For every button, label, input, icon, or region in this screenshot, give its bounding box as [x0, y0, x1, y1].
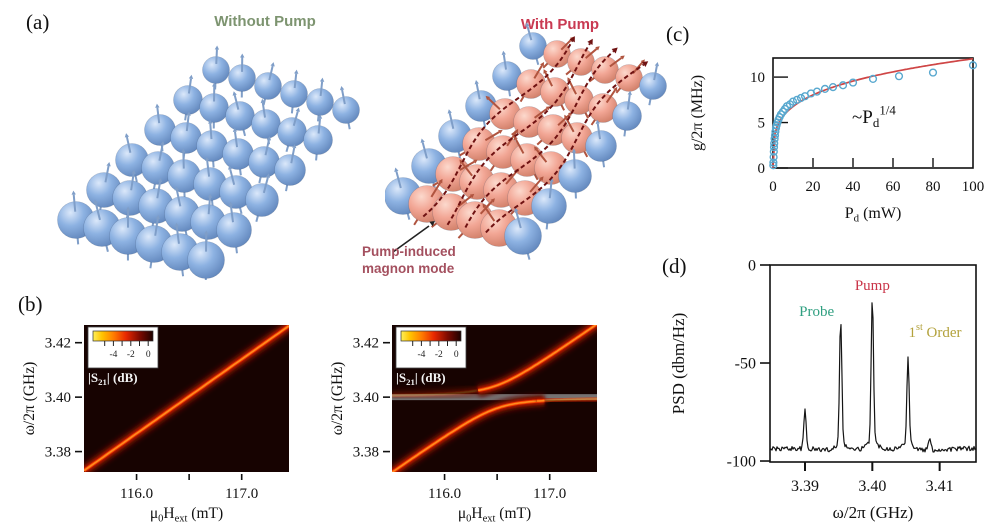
panel-b-label: (b): [18, 292, 43, 316]
svg-text:3.40: 3.40: [45, 390, 71, 406]
svg-text:0: 0: [146, 350, 151, 360]
svg-text:-100: -100: [727, 454, 756, 471]
svg-text:60: 60: [886, 179, 901, 195]
panel-d-label: (d): [662, 254, 687, 278]
psd-spectrum-chart: 3.39 3.40 3.41 0 -50 -100 Probe Pump 1st Order ω/…: [669, 258, 977, 522]
svg-text:20: 20: [806, 179, 821, 195]
annotation-line-1: Pump-induced: [362, 244, 456, 259]
svg-text:PSD (dbm/Hz): PSD (dbm/Hz): [669, 313, 688, 415]
svg-text:μ0Hext (mT): μ0Hext (mT): [150, 505, 223, 524]
svg-text:μ0Hext (mT): μ0Hext (mT): [458, 505, 531, 524]
svg-text:3.38: 3.38: [45, 445, 71, 461]
svg-text:116.0: 116.0: [120, 486, 153, 502]
svg-text:~Pd1/4: ~Pd1/4: [852, 104, 896, 131]
pump-induced-annotation: Pump-induced magnon mode: [362, 244, 456, 278]
panel-c-label: (c): [666, 22, 690, 46]
svg-text:-2: -2: [435, 350, 443, 360]
svg-text:3.38: 3.38: [353, 445, 379, 461]
svg-text:80: 80: [926, 179, 941, 195]
svg-text:1st Order: 1st Order: [908, 322, 961, 341]
svg-text:3.39: 3.39: [791, 478, 819, 495]
svg-text:100: 100: [962, 179, 985, 195]
svg-text:3.40: 3.40: [353, 390, 379, 406]
svg-text:-2: -2: [127, 350, 135, 360]
title-with-pump: With Pump: [520, 16, 600, 33]
svg-text:ω/2π (GHz): ω/2π (GHz): [329, 362, 346, 436]
svg-text:117.0: 117.0: [225, 486, 258, 502]
panel-a-label: (a): [26, 10, 50, 34]
svg-text:40: 40: [846, 179, 861, 195]
svg-text:-4: -4: [417, 350, 425, 360]
svg-text:Probe: Probe: [799, 304, 834, 320]
svg-text:5: 5: [758, 116, 766, 132]
svg-text:ω/2π (GHz): ω/2π (GHz): [21, 362, 38, 436]
svg-text:-50: -50: [735, 356, 756, 373]
svg-text:3.42: 3.42: [45, 336, 71, 352]
heatmap-with-pump: -4 -2 0 |S21| (dB) 3.38 3.40 3.42 116.0 117.0μ0H…: [329, 325, 597, 524]
svg-text:0: 0: [769, 179, 777, 195]
svg-text:10: 10: [750, 70, 765, 86]
svg-text:3.41: 3.41: [926, 478, 954, 495]
svg-text:0: 0: [454, 350, 459, 360]
svg-text:ω/2π (GHz): ω/2π (GHz): [833, 503, 914, 522]
svg-text:|S21| (dB): |S21| (dB): [396, 370, 446, 387]
svg-text:Pump: Pump: [855, 278, 890, 294]
lattice-with-pump: [385, 22, 667, 260]
svg-text:117.0: 117.0: [533, 486, 566, 502]
svg-text:0: 0: [758, 161, 766, 177]
svg-text:116.0: 116.0: [428, 486, 461, 502]
heatmap-without-pump: -4 -2 0 |S21| (dB) 3.38 3.40 3.42 116.0 117.0μ0H…: [21, 325, 289, 524]
title-without-pump: Without Pump: [214, 13, 316, 30]
svg-text:|S21| (dB): |S21| (dB): [88, 370, 138, 387]
svg-text:3.40: 3.40: [858, 478, 886, 495]
svg-text:3.42: 3.42: [353, 336, 379, 352]
svg-text:0: 0: [748, 258, 756, 275]
svg-text:g/2π (MHz): g/2π (MHz): [689, 75, 706, 151]
annotation-line-2: magnon mode: [362, 260, 455, 276]
coupling-vs-power-chart: 0 20 40 60 80 100 0 5 10 ~Pd1/4 Pd (mW) g/2π (MHz): [689, 57, 985, 225]
svg-text:-4: -4: [109, 350, 117, 360]
lattice-without-pump: [57, 45, 360, 280]
svg-text:Pd (mW): Pd (mW): [845, 205, 902, 225]
